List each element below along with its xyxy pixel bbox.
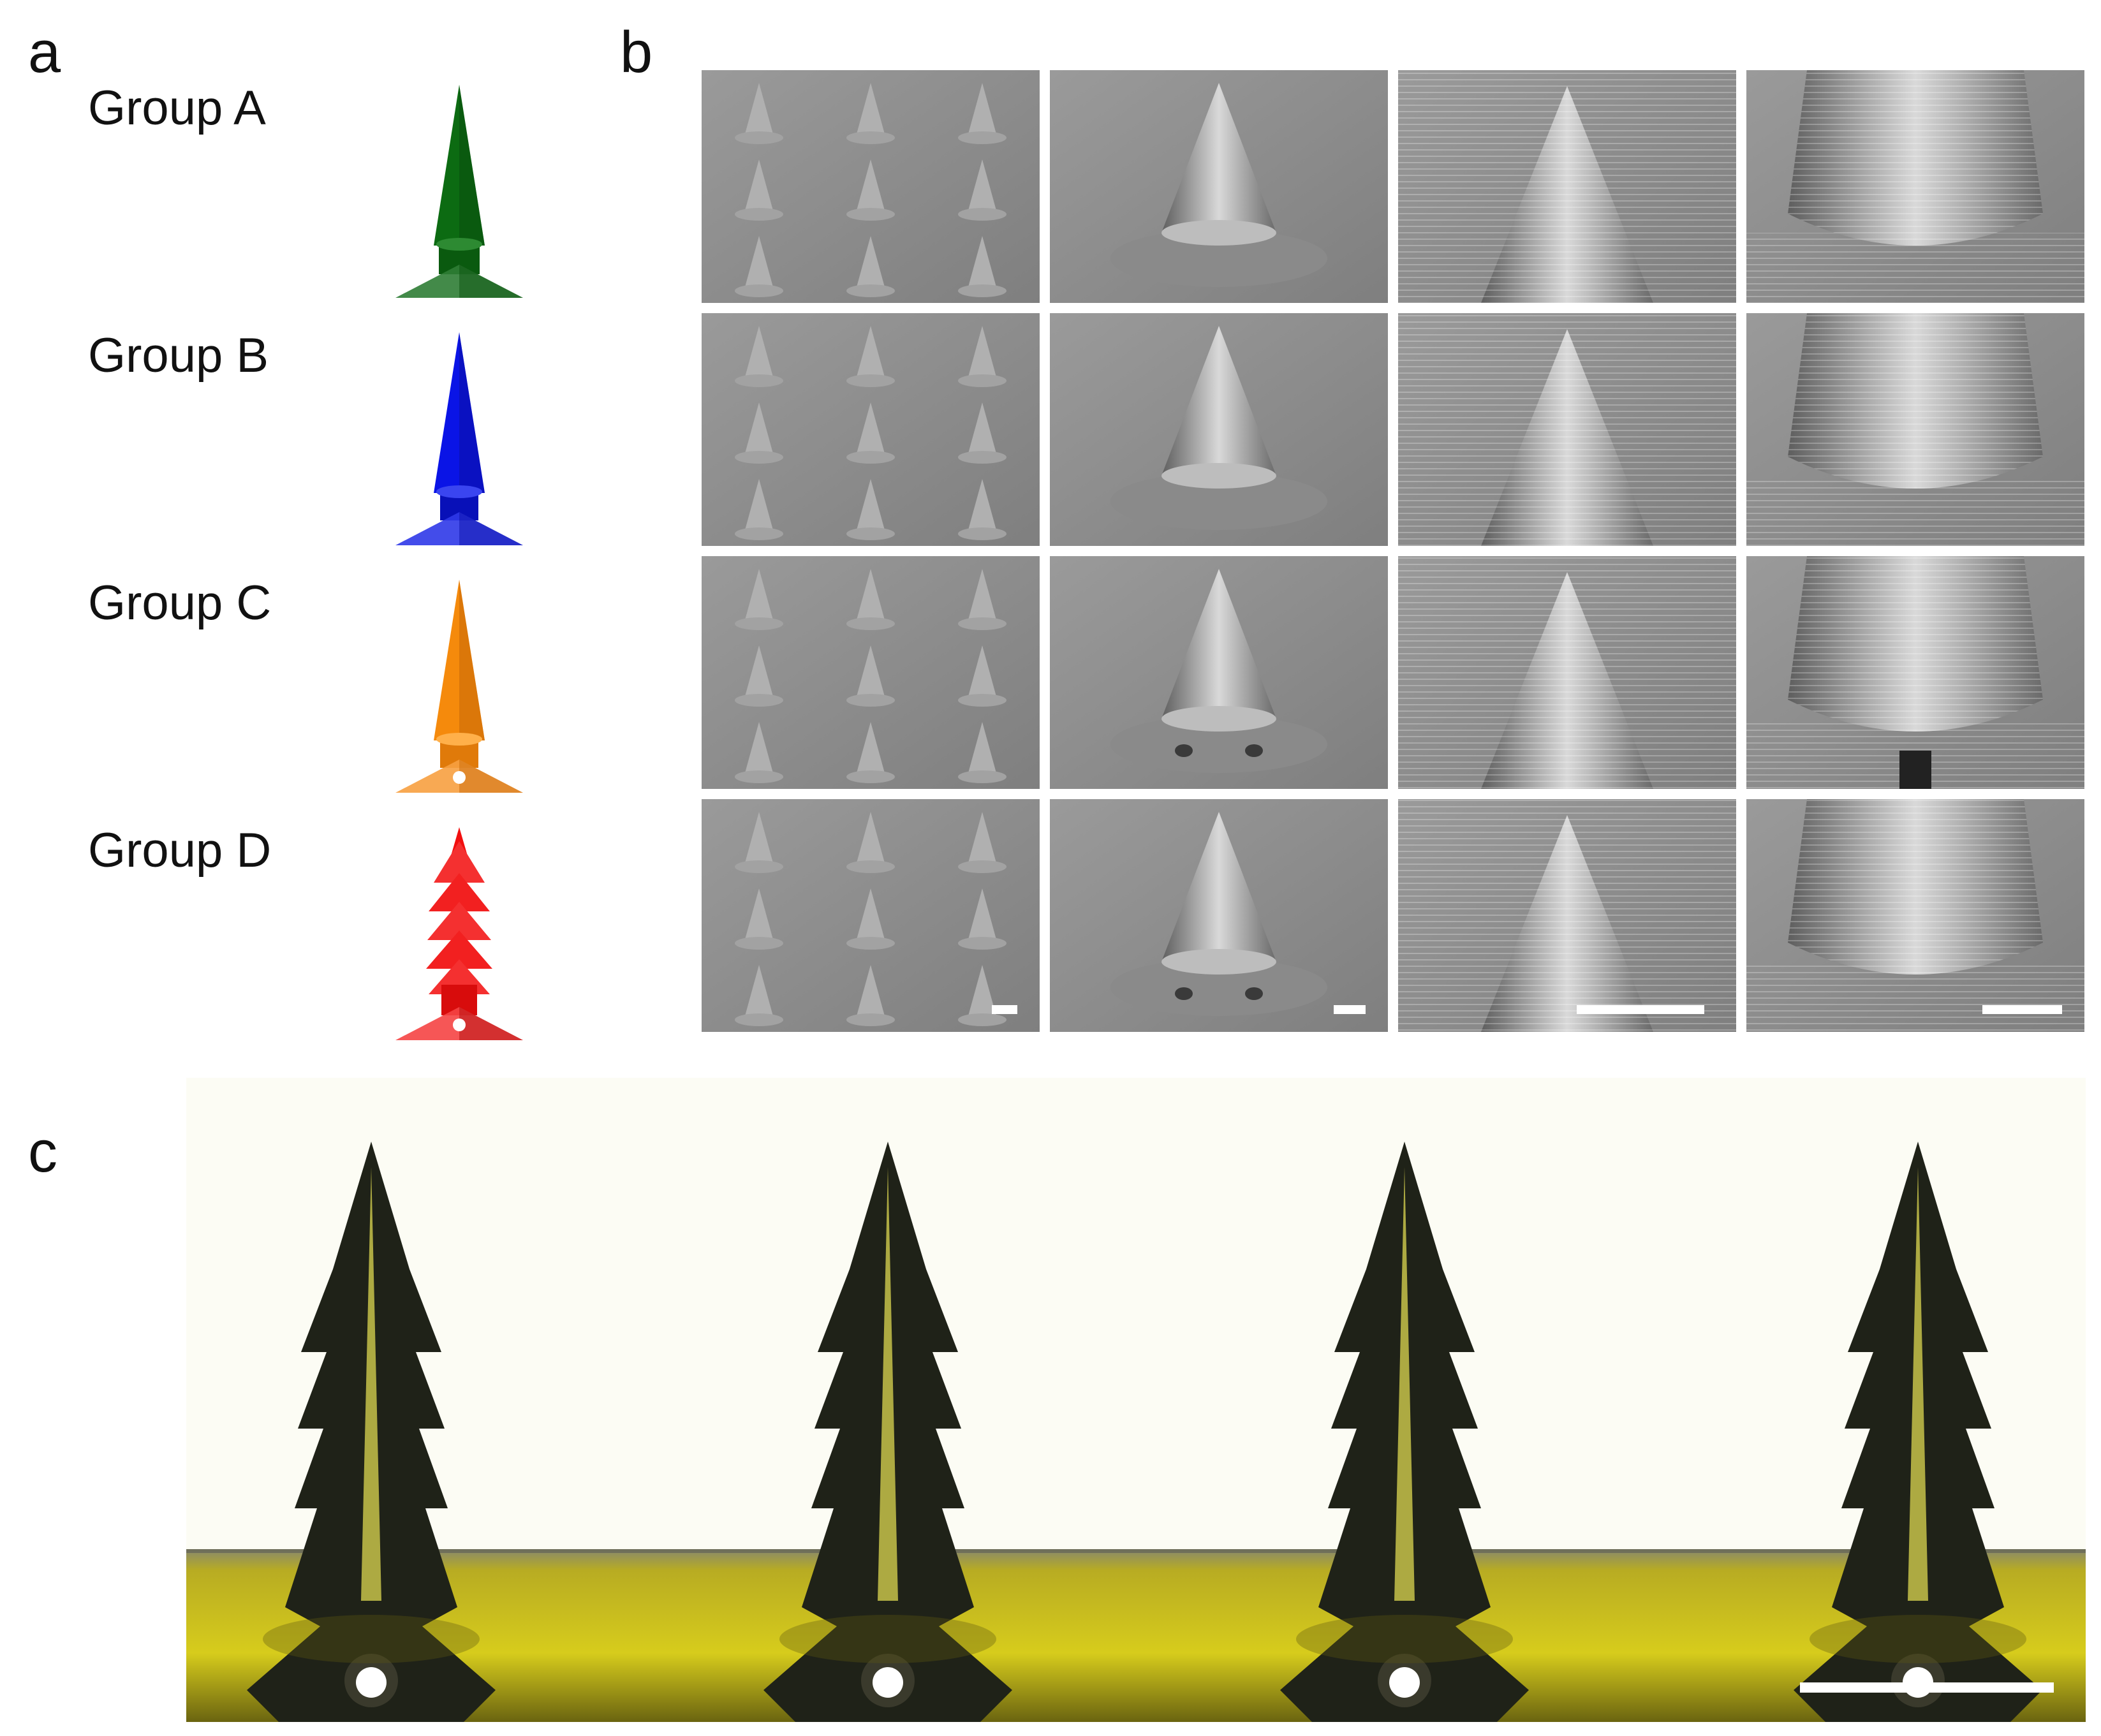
sem-cell: [702, 70, 1040, 303]
needle-photo: [186, 1078, 2086, 1722]
photo-needle: [763, 1142, 1012, 1722]
sem-scale-bar: [1577, 1005, 1704, 1014]
sem-cell: [1050, 70, 1388, 303]
sem-cell: [1398, 556, 1736, 789]
photo-needle: [1280, 1142, 1529, 1722]
sem-cell: [1050, 799, 1388, 1032]
sem-cell: [702, 556, 1040, 789]
sem-cell: [702, 799, 1040, 1032]
photo-substrate: [186, 1550, 2086, 1722]
sem-cell: [1746, 799, 2084, 1032]
photo-backdrop: [186, 1078, 2086, 1550]
group-d-label: Group D: [88, 823, 272, 878]
sem-cell: [1746, 70, 2084, 303]
sem-cell: [1050, 313, 1388, 546]
sem-cell: [702, 313, 1040, 546]
group-c-render: [395, 580, 523, 793]
group-a-render: [395, 85, 523, 298]
group-c-label: Group C: [88, 576, 272, 630]
sem-scale-bar: [1334, 1005, 1366, 1014]
sem-cell: [1398, 70, 1736, 303]
group-b-label: Group B: [88, 328, 269, 383]
sem-cell: [1746, 313, 2084, 546]
sem-cell: [1398, 313, 1736, 546]
group-d-render: [395, 827, 523, 1040]
sem-scale-bar: [1982, 1005, 2062, 1014]
sem-cell: [1398, 799, 1736, 1032]
group-b-render: [395, 332, 523, 545]
sem-cell: [1746, 556, 2084, 789]
sem-cell: [1050, 556, 1388, 789]
panel-c-letter: c: [28, 1119, 57, 1184]
sem-grid: [702, 70, 2084, 1032]
photo-needle: [247, 1142, 496, 1722]
panel-a-letter: a: [28, 20, 61, 85]
panel-b-letter: b: [620, 20, 653, 85]
group-a-label: Group A: [88, 81, 266, 135]
photo-scale-bar: [1800, 1682, 2054, 1693]
photo-needle: [1794, 1142, 2042, 1722]
sem-scale-bar: [992, 1005, 1017, 1014]
